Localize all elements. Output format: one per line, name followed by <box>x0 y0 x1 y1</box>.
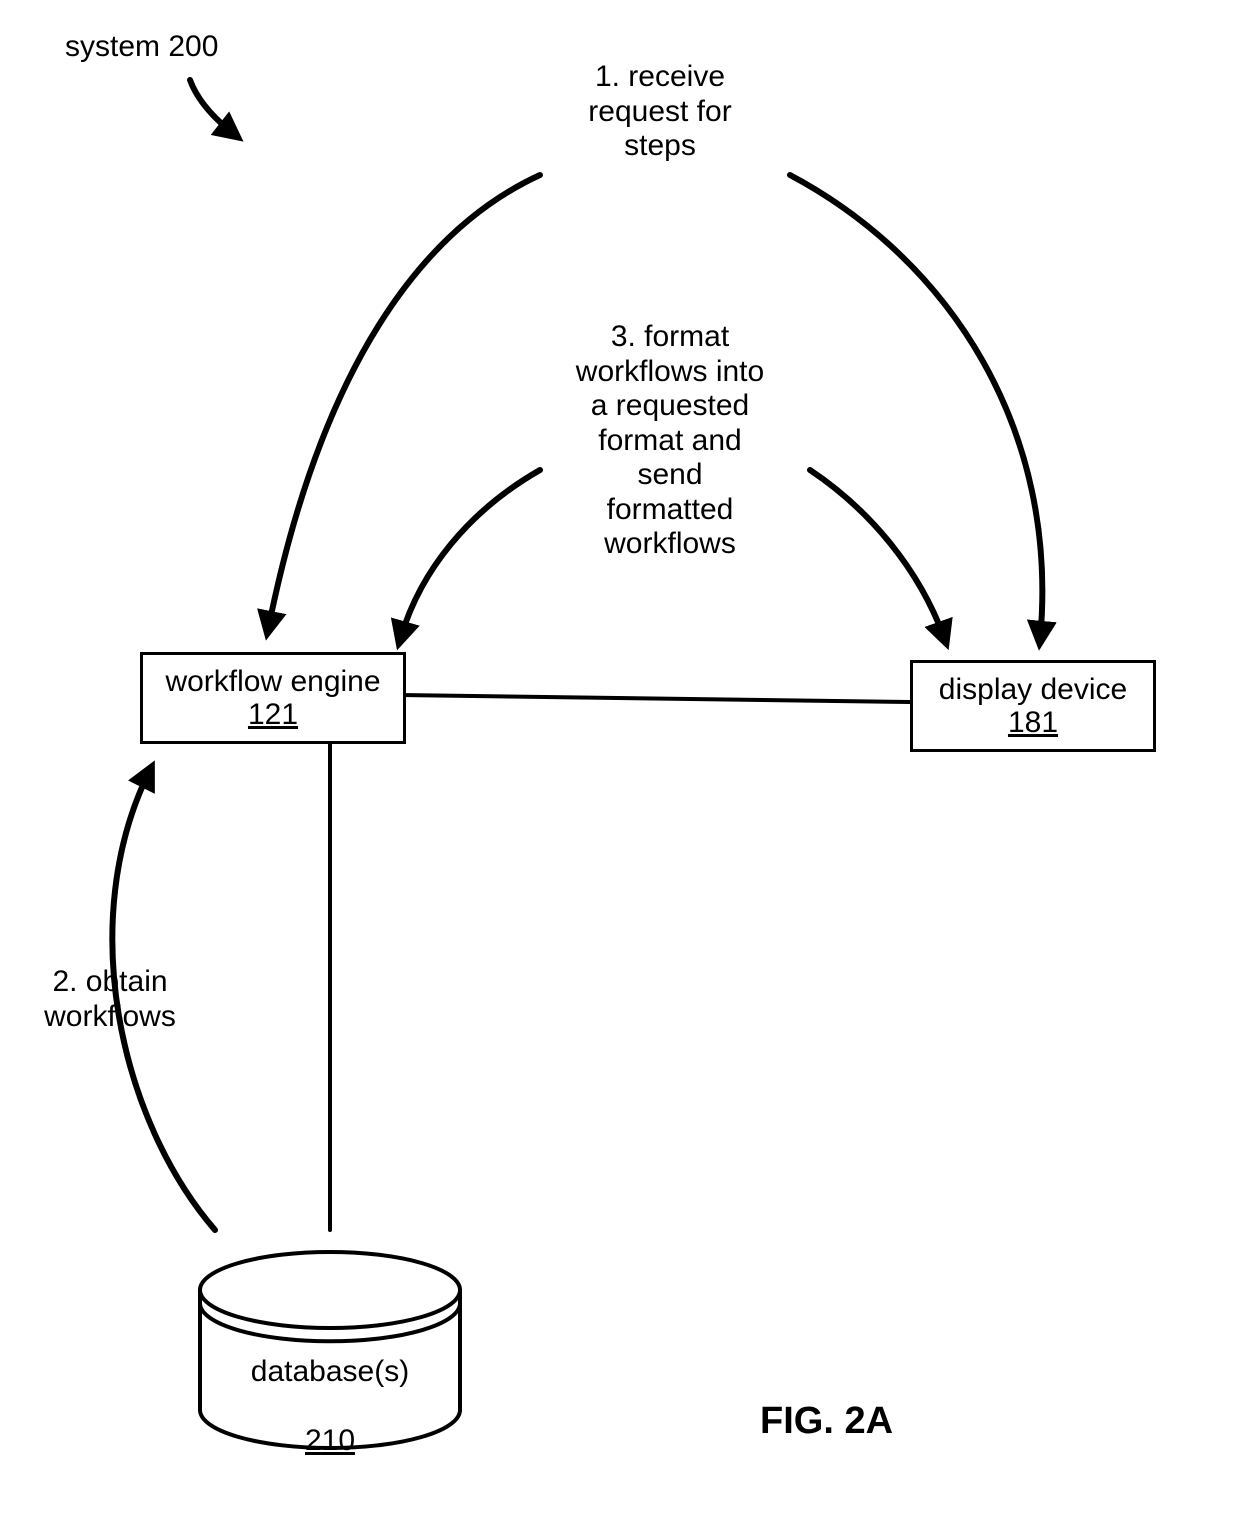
diagram-svg <box>0 0 1240 1516</box>
display-device-node: display device 181 <box>910 660 1156 752</box>
database-node-label-wrap: database(s) 210 <box>200 1320 460 1458</box>
step3-label: 3. format workflows into a requested for… <box>530 320 810 562</box>
workflow-engine-label: workflow engine <box>165 665 380 698</box>
display-device-label: display device <box>939 673 1127 706</box>
workflow-engine-number: 121 <box>248 698 298 731</box>
diagram-canvas: { "figure_label": "FIG. 2A", "system_lab… <box>0 0 1240 1516</box>
display-device-number: 181 <box>1008 706 1058 739</box>
step2-label: 2. obtain workflows <box>20 965 200 1034</box>
workflow-engine-node: workflow engine 121 <box>140 652 406 744</box>
system-label: system 200 <box>65 30 218 65</box>
database-number: 210 <box>305 1424 355 1457</box>
step1-label: 1. receive request for steps <box>530 60 790 164</box>
figure-label: FIG. 2A <box>760 1400 893 1443</box>
database-label: database(s) <box>251 1355 409 1388</box>
